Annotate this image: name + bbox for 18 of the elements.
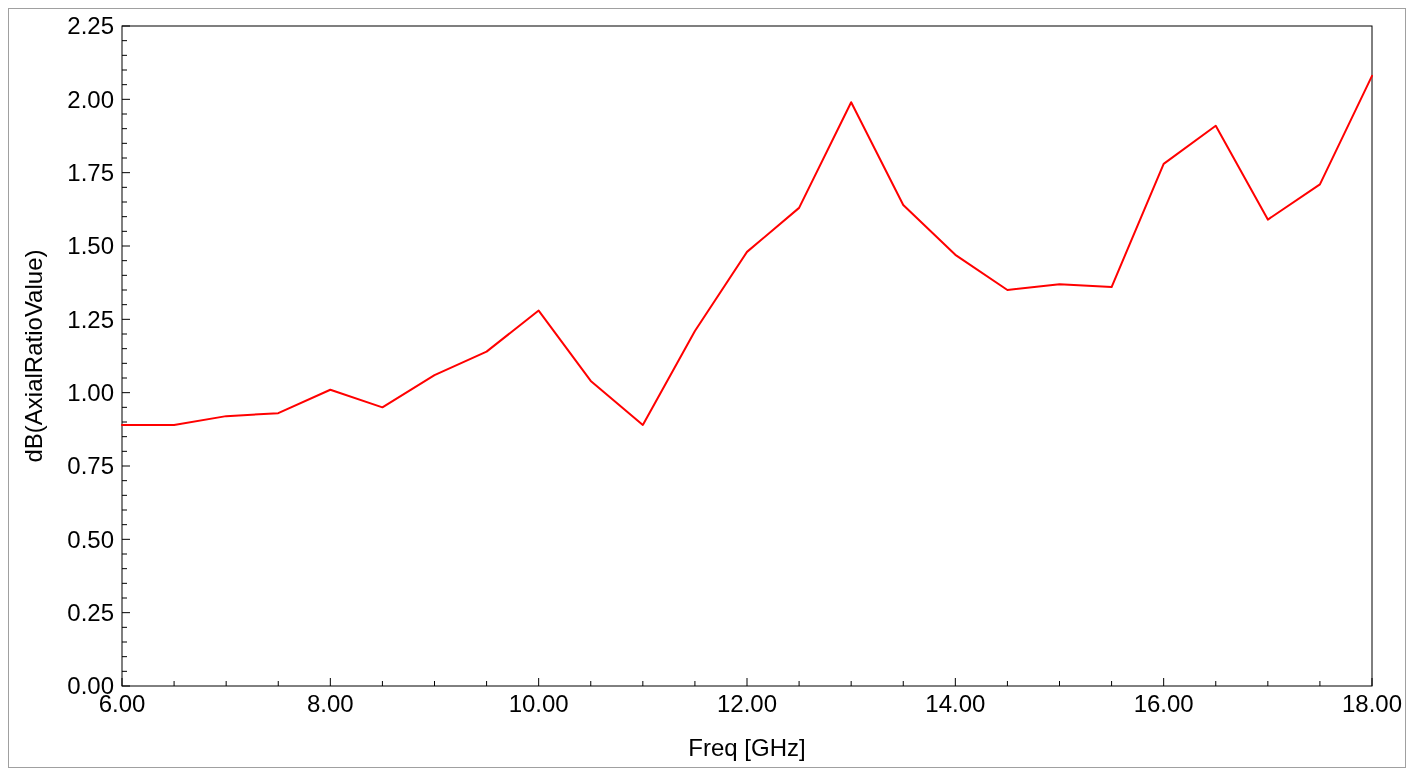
y-tick-label: 1.75: [67, 159, 114, 187]
y-tick-label: 0.50: [67, 525, 114, 553]
x-tick-label: 14.00: [925, 690, 986, 717]
x-tick-label: 18.00: [1341, 690, 1403, 717]
x-tick-label: 10.00: [508, 690, 569, 717]
x-tick-label: 16.00: [1133, 690, 1194, 717]
y-tick-label: 2.00: [67, 85, 114, 113]
x-tick-label: 12.00: [716, 690, 778, 717]
y-tick-label: 1.25: [67, 305, 114, 333]
line-series: [121, 74, 1373, 426]
y-tick-label: 2.25: [67, 12, 114, 40]
y-tick-label: 0.25: [67, 599, 114, 627]
x-axis-title: Freq [GHz]: [688, 734, 806, 761]
y-tick-label: 0.75: [67, 452, 114, 480]
x-tick-label: 8.00: [306, 690, 354, 717]
y-tick-label: 1.50: [67, 232, 114, 260]
y-axis-title: dB(AxialRatioValue): [20, 249, 47, 463]
y-tick-label: 1.00: [67, 379, 114, 407]
